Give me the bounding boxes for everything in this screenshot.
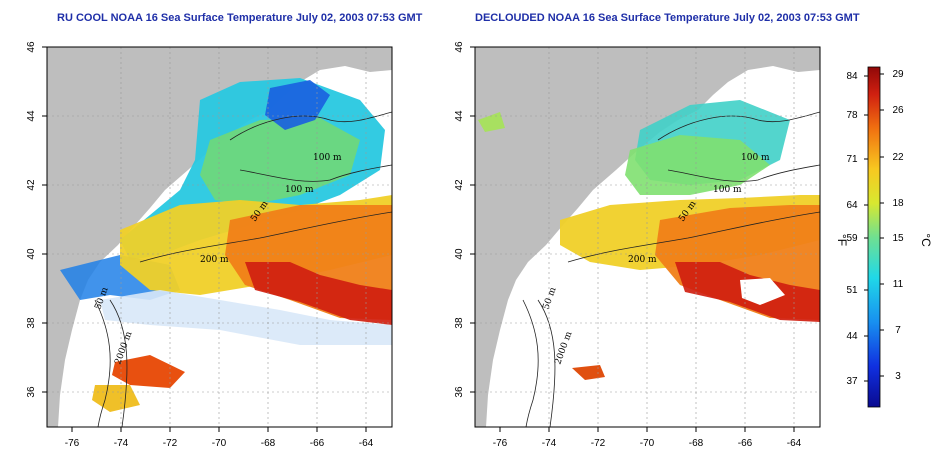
fahrenheit-tick: 64 [846, 200, 858, 211]
isobath-contour [657, 111, 820, 141]
celsius-tick: 15 [892, 233, 904, 244]
y-tick-label: 44 [454, 110, 465, 122]
y-tick-label: 44 [26, 110, 37, 122]
x-axis: -76 -74 -72 -70 -68 -66 -64 [493, 427, 802, 449]
y-tick-label: 36 [26, 386, 37, 398]
land-mass [47, 47, 392, 427]
right-map-title: DECLOUDED NOAA 16 Sea Surface Temperatur… [475, 12, 860, 24]
celsius-tick: 22 [892, 152, 904, 163]
fahrenheit-tick: 78 [846, 110, 858, 121]
celsius-tick: 11 [893, 279, 904, 290]
isobath-contour [537, 299, 556, 427]
celsius-unit-label: °C [919, 233, 933, 247]
fahrenheit-tick: 51 [846, 285, 858, 296]
y-tick-label: 40 [454, 248, 465, 260]
y-axis: 46 44 42 40 38 36 [26, 41, 47, 398]
right-map: 100 m 100 m 50 m 200 m 50 m 2000 m -76 -… [454, 41, 821, 449]
sst-offshore-eddy [112, 355, 185, 388]
fahrenheit-tick: 71 [846, 154, 858, 165]
colorbar: 84 78 71 64 59 51 44 37 °F 29 26 22 18 1… [835, 66, 933, 408]
contour-label: 100 m [285, 185, 314, 195]
contour-label: 100 m [713, 185, 742, 195]
x-tick-label: -68 [689, 438, 704, 449]
sst-offshore-eddy [572, 365, 605, 380]
fahrenheit-tick: 84 [846, 71, 858, 82]
celsius-tick: 26 [892, 105, 904, 116]
x-tick-label: -76 [65, 438, 80, 449]
contour-label: 100 m [741, 153, 770, 163]
sst-cloud-gap [740, 278, 785, 305]
y-tick-label: 46 [454, 41, 465, 53]
isobath-contour [109, 299, 128, 427]
y-tick-label: 42 [26, 179, 37, 191]
x-tick-label: -68 [261, 438, 276, 449]
x-tick-label: -64 [787, 438, 802, 449]
y-tick-label: 38 [26, 317, 37, 329]
left-map: 100 m 100 m 50 m 200 m 50 m 2000 m -76 [26, 41, 393, 449]
x-tick-label: -76 [493, 438, 508, 449]
fahrenheit-tick: 59 [846, 233, 858, 244]
isobath-contour [239, 164, 392, 182]
isobath-contour [94, 299, 111, 427]
y-tick-label: 42 [454, 179, 465, 191]
grid-lines [475, 47, 820, 427]
celsius-tick: 29 [892, 69, 904, 80]
contour-label: 100 m [313, 153, 342, 163]
celsius-tick: 7 [895, 325, 901, 336]
isobath-contour [667, 164, 820, 182]
celsius-scale: 29 26 22 18 15 11 7 3 °C [880, 69, 933, 382]
grid-lines [47, 47, 392, 427]
x-tick-label: -70 [640, 438, 655, 449]
x-tick-label: -66 [310, 438, 325, 449]
y-tick-label: 36 [454, 386, 465, 398]
fahrenheit-scale: 84 78 71 64 59 51 44 37 °F [835, 71, 868, 387]
contour-label: 200 m [200, 255, 229, 265]
sst-mild-patch [625, 135, 770, 195]
sst-nearshore-patch [478, 112, 505, 132]
x-tick-label: -72 [163, 438, 178, 449]
isobath-contour [522, 299, 539, 427]
colorbar-gradient [867, 66, 881, 408]
sst-cloud-patch [100, 290, 392, 345]
y-axis: 46 44 42 40 38 36 [454, 41, 475, 398]
left-map-title: RU COOL NOAA 16 Sea Surface Temperature … [57, 12, 423, 24]
isobath-contour [139, 211, 392, 263]
sst-mild-patch [200, 118, 360, 205]
x-tick-label: -72 [591, 438, 606, 449]
celsius-tick: 18 [892, 198, 904, 209]
x-tick-label: -70 [212, 438, 227, 449]
contour-label: 200 m [628, 255, 657, 265]
isobath-contour [229, 111, 392, 141]
x-tick-label: -74 [114, 438, 129, 449]
isobath-contour [567, 211, 820, 263]
fahrenheit-unit-label: °F [835, 234, 849, 246]
sst-cold-patch [265, 80, 330, 130]
fahrenheit-tick: 44 [846, 331, 858, 342]
celsius-tick: 3 [895, 371, 901, 382]
x-tick-label: -74 [542, 438, 557, 449]
x-tick-label: -64 [359, 438, 374, 449]
fahrenheit-tick: 37 [846, 376, 858, 387]
x-tick-label: -66 [738, 438, 753, 449]
y-tick-label: 40 [26, 248, 37, 260]
y-tick-label: 46 [26, 41, 37, 53]
land-mass [475, 47, 820, 427]
y-tick-label: 38 [454, 317, 465, 329]
sst-hottest-patch [245, 262, 392, 325]
x-axis: -76 -74 -72 -70 -68 -66 -64 [65, 427, 374, 449]
